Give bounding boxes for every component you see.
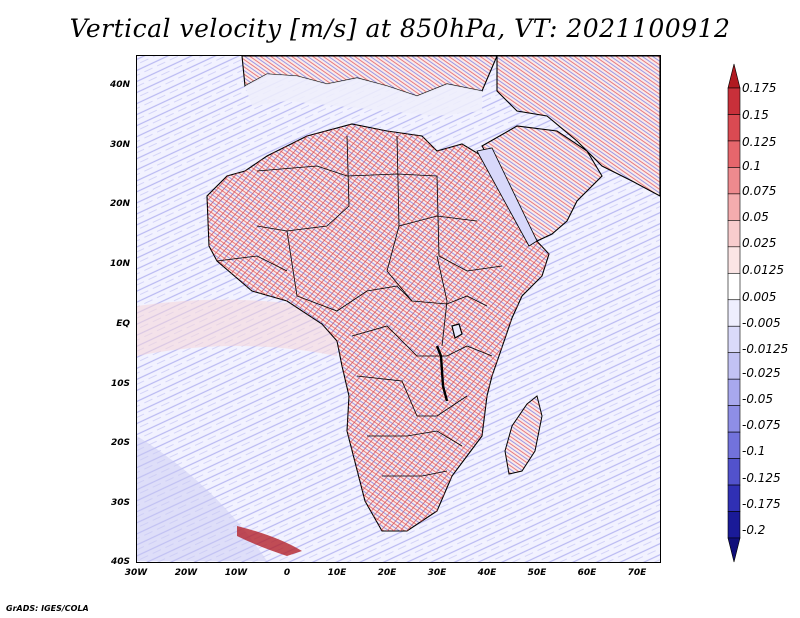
country-borders xyxy=(216,135,503,477)
lon-label-30e: 30E xyxy=(427,568,447,578)
colorbar-label: 0.175 xyxy=(742,81,777,95)
colorbar-top-arrow xyxy=(727,63,741,89)
colorbar-segment xyxy=(727,325,741,354)
lat-label-20n: 20N xyxy=(109,199,130,209)
colorbar-segment xyxy=(727,405,741,433)
colorbar-segment xyxy=(727,352,741,380)
colorbar-label: -0.025 xyxy=(742,366,781,380)
colorbar-segment xyxy=(727,246,741,274)
lat-label-20s: 20S xyxy=(110,438,130,448)
lat-label-10n: 10N xyxy=(109,259,130,269)
colorbar-segment xyxy=(727,220,741,248)
lon-label-10e: 10E xyxy=(327,568,347,578)
colorbar-label: -0.075 xyxy=(742,418,781,432)
lon-label-30w: 30W xyxy=(124,568,148,578)
lat-label-40s: 40S xyxy=(110,557,130,567)
colorbar-segment xyxy=(727,511,741,539)
colorbar-label: -0.175 xyxy=(742,497,781,511)
colorbar-label: 0.025 xyxy=(742,236,777,250)
map-field xyxy=(137,56,660,562)
colorbar-label: -0.005 xyxy=(742,316,781,330)
colorbar-label: -0.125 xyxy=(742,471,781,485)
lat-label-30n: 30N xyxy=(109,140,130,150)
lon-label-0: 0 xyxy=(283,568,291,578)
colorbar-label: 0.05 xyxy=(742,210,769,224)
credit-text: GrADS: IGES/COLA xyxy=(6,604,89,613)
colorbar-label: -0.2 xyxy=(742,523,766,537)
colorbar-label: 0.075 xyxy=(742,184,777,198)
lon-label-40e: 40E xyxy=(477,568,497,578)
lon-label-10w: 10W xyxy=(224,568,248,578)
colorbar-label: -0.0125 xyxy=(742,342,789,356)
colorbar-segment xyxy=(727,484,741,512)
colorbar-label: 0.125 xyxy=(742,135,777,149)
colorbar-segment xyxy=(727,167,741,195)
map-panel xyxy=(136,55,661,563)
colorbar-label: 0.005 xyxy=(742,290,777,304)
middle-east-landmass xyxy=(496,56,660,197)
colorbar-segment xyxy=(727,272,741,301)
page-title: Vertical velocity [m/s] at 850hPa, VT: 2… xyxy=(69,14,731,43)
colorbar-bottom-arrow xyxy=(727,537,741,563)
lon-label-50e: 50E xyxy=(527,568,547,578)
lon-label-70e: 70E xyxy=(627,568,647,578)
madagascar-landmass xyxy=(504,395,543,475)
lat-label-eq: EQ xyxy=(116,319,130,329)
colorbar-segment xyxy=(727,114,741,142)
colorbar-segment xyxy=(727,378,741,406)
colorbar-segment xyxy=(727,458,741,486)
colorbar-label: 0.15 xyxy=(742,108,769,122)
colorbar-segment xyxy=(727,87,741,115)
colorbar-segment xyxy=(727,299,741,327)
colorbar-label: 0.1 xyxy=(742,159,762,173)
colorbar-segment xyxy=(727,193,741,221)
lat-label-40n: 40N xyxy=(109,80,130,90)
colorbar-label: -0.05 xyxy=(742,392,774,406)
lat-label-10s: 10S xyxy=(110,379,130,389)
colorbar-segment xyxy=(727,431,741,459)
colorbar-label: -0.1 xyxy=(742,444,766,458)
colorbar xyxy=(727,63,741,563)
lon-label-60e: 60E xyxy=(577,568,597,578)
lon-label-20w: 20W xyxy=(174,568,198,578)
colorbar-segment xyxy=(727,140,741,168)
lon-label-20e: 20E xyxy=(377,568,397,578)
lat-label-30s: 30S xyxy=(110,498,130,508)
colorbar-label: 0.0125 xyxy=(742,263,784,277)
